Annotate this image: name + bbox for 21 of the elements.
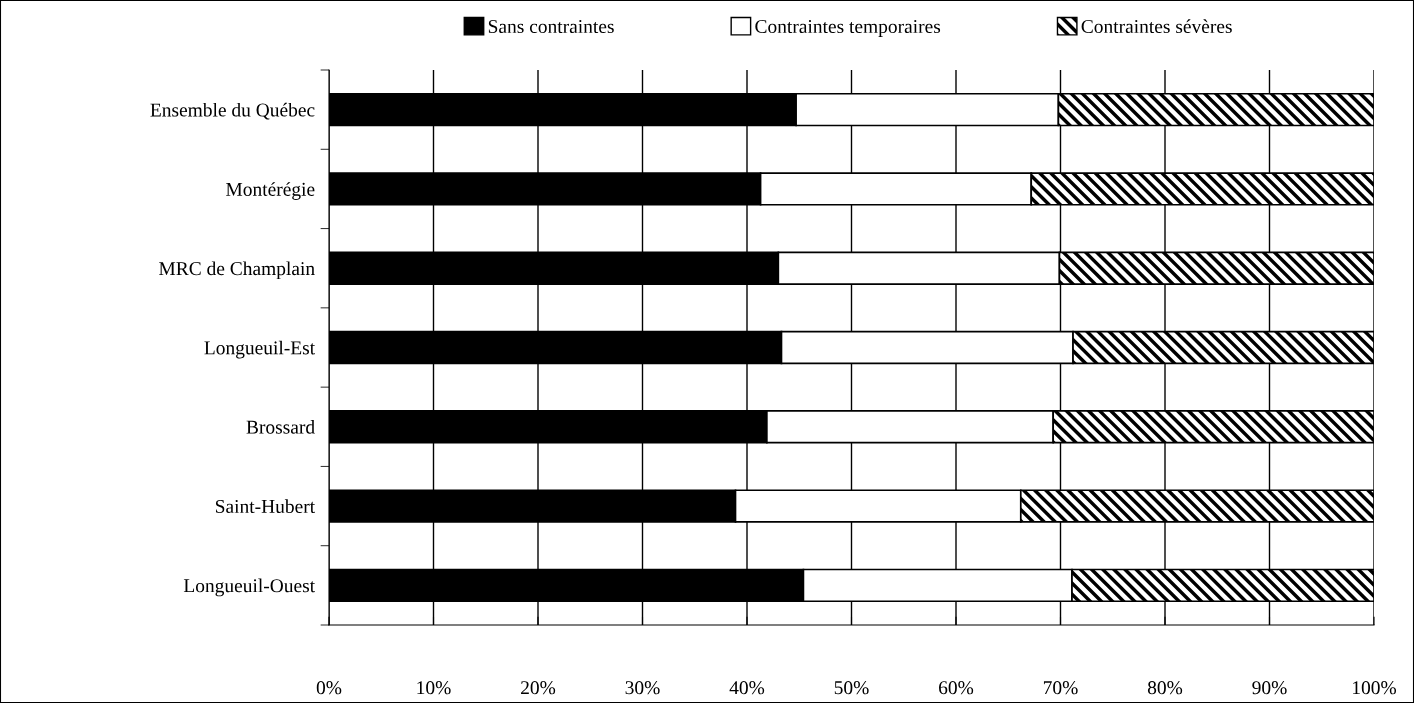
legend-label: Contraintes sévères [1081,19,1232,34]
x-tick-label: 40% [729,681,765,695]
x-tick-label: 20% [521,681,556,695]
y-tick-label: MRC de Champlain [159,261,315,280]
x-tick-label: 90% [1252,681,1287,695]
y-tick-label: Longueuil-Ouest [183,578,315,597]
x-tick-label: 10% [417,681,451,695]
x-tick-label: 80% [1147,681,1183,695]
x-tick-label: 50% [834,681,869,695]
x-tick-label: 60% [939,681,974,695]
legend-label: Sans contraintes [488,19,614,34]
legend-label: Contraintes temporaires [755,19,941,37]
x-tick-label: 0% [316,681,342,695]
y-tick-label: Brossard [246,420,315,434]
y-tick-label: Montérégie [226,182,315,200]
y-tick-label: Ensemble du Québec [150,102,315,120]
x-tick-label: 70% [1043,681,1078,695]
x-tick-label: 30% [625,681,660,695]
x-tick-label: 100% [1353,681,1397,695]
y-tick-label: Longueuil-Est [204,340,315,359]
y-tick-label: Saint-Hubert [215,499,315,514]
